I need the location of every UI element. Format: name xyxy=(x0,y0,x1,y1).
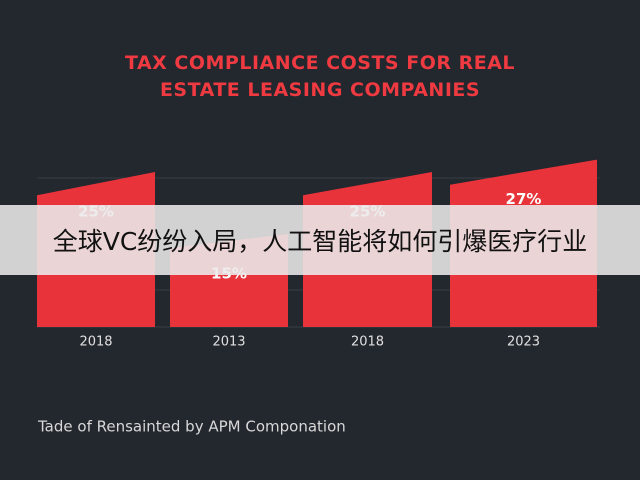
x-tick-label: 2013 xyxy=(212,335,245,350)
source-note: Tade of Rensainted by APM Componation xyxy=(37,418,346,436)
value-label: 27% xyxy=(506,190,542,208)
overlay-banner: 全球VC纷纷入局，人工智能将如何引爆医疗行业 xyxy=(0,205,640,275)
x-tick-label: 2018 xyxy=(79,335,112,350)
x-tick-label: 2023 xyxy=(507,335,540,350)
x-tick-label: 2018 xyxy=(351,335,384,350)
chart-title: TAX COMPLIANCE COSTS FOR REAL ESTATE LEA… xyxy=(124,52,516,101)
